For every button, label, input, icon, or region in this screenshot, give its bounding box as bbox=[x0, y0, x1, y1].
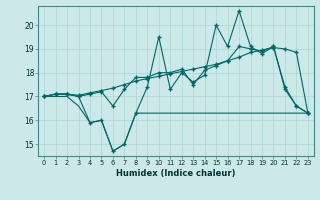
X-axis label: Humidex (Indice chaleur): Humidex (Indice chaleur) bbox=[116, 169, 236, 178]
